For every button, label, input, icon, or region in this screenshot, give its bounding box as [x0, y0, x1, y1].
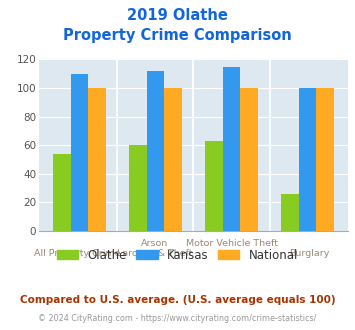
Text: Property Crime Comparison: Property Crime Comparison	[63, 28, 292, 43]
Bar	[316, 88, 334, 231]
Bar	[223, 67, 240, 231]
Bar	[299, 88, 316, 231]
Bar	[205, 141, 223, 231]
Bar	[240, 88, 258, 231]
Bar	[53, 154, 71, 231]
Text: All Property Crime: All Property Crime	[34, 249, 121, 258]
Bar	[129, 145, 147, 231]
Text: © 2024 CityRating.com - https://www.cityrating.com/crime-statistics/: © 2024 CityRating.com - https://www.city…	[38, 314, 317, 323]
Bar	[164, 88, 182, 231]
Bar	[88, 88, 105, 231]
Text: Larceny & Theft: Larceny & Theft	[117, 249, 193, 258]
Text: Burglary: Burglary	[289, 249, 329, 258]
Text: Arson: Arson	[141, 239, 169, 248]
Bar	[71, 74, 88, 231]
Text: Motor Vehicle Theft: Motor Vehicle Theft	[186, 239, 278, 248]
Text: 2019 Olathe: 2019 Olathe	[127, 8, 228, 23]
Legend: Olathe, Kansas, National: Olathe, Kansas, National	[52, 244, 303, 266]
Bar	[282, 194, 299, 231]
Bar	[147, 71, 164, 231]
Text: Compared to U.S. average. (U.S. average equals 100): Compared to U.S. average. (U.S. average …	[20, 295, 335, 305]
